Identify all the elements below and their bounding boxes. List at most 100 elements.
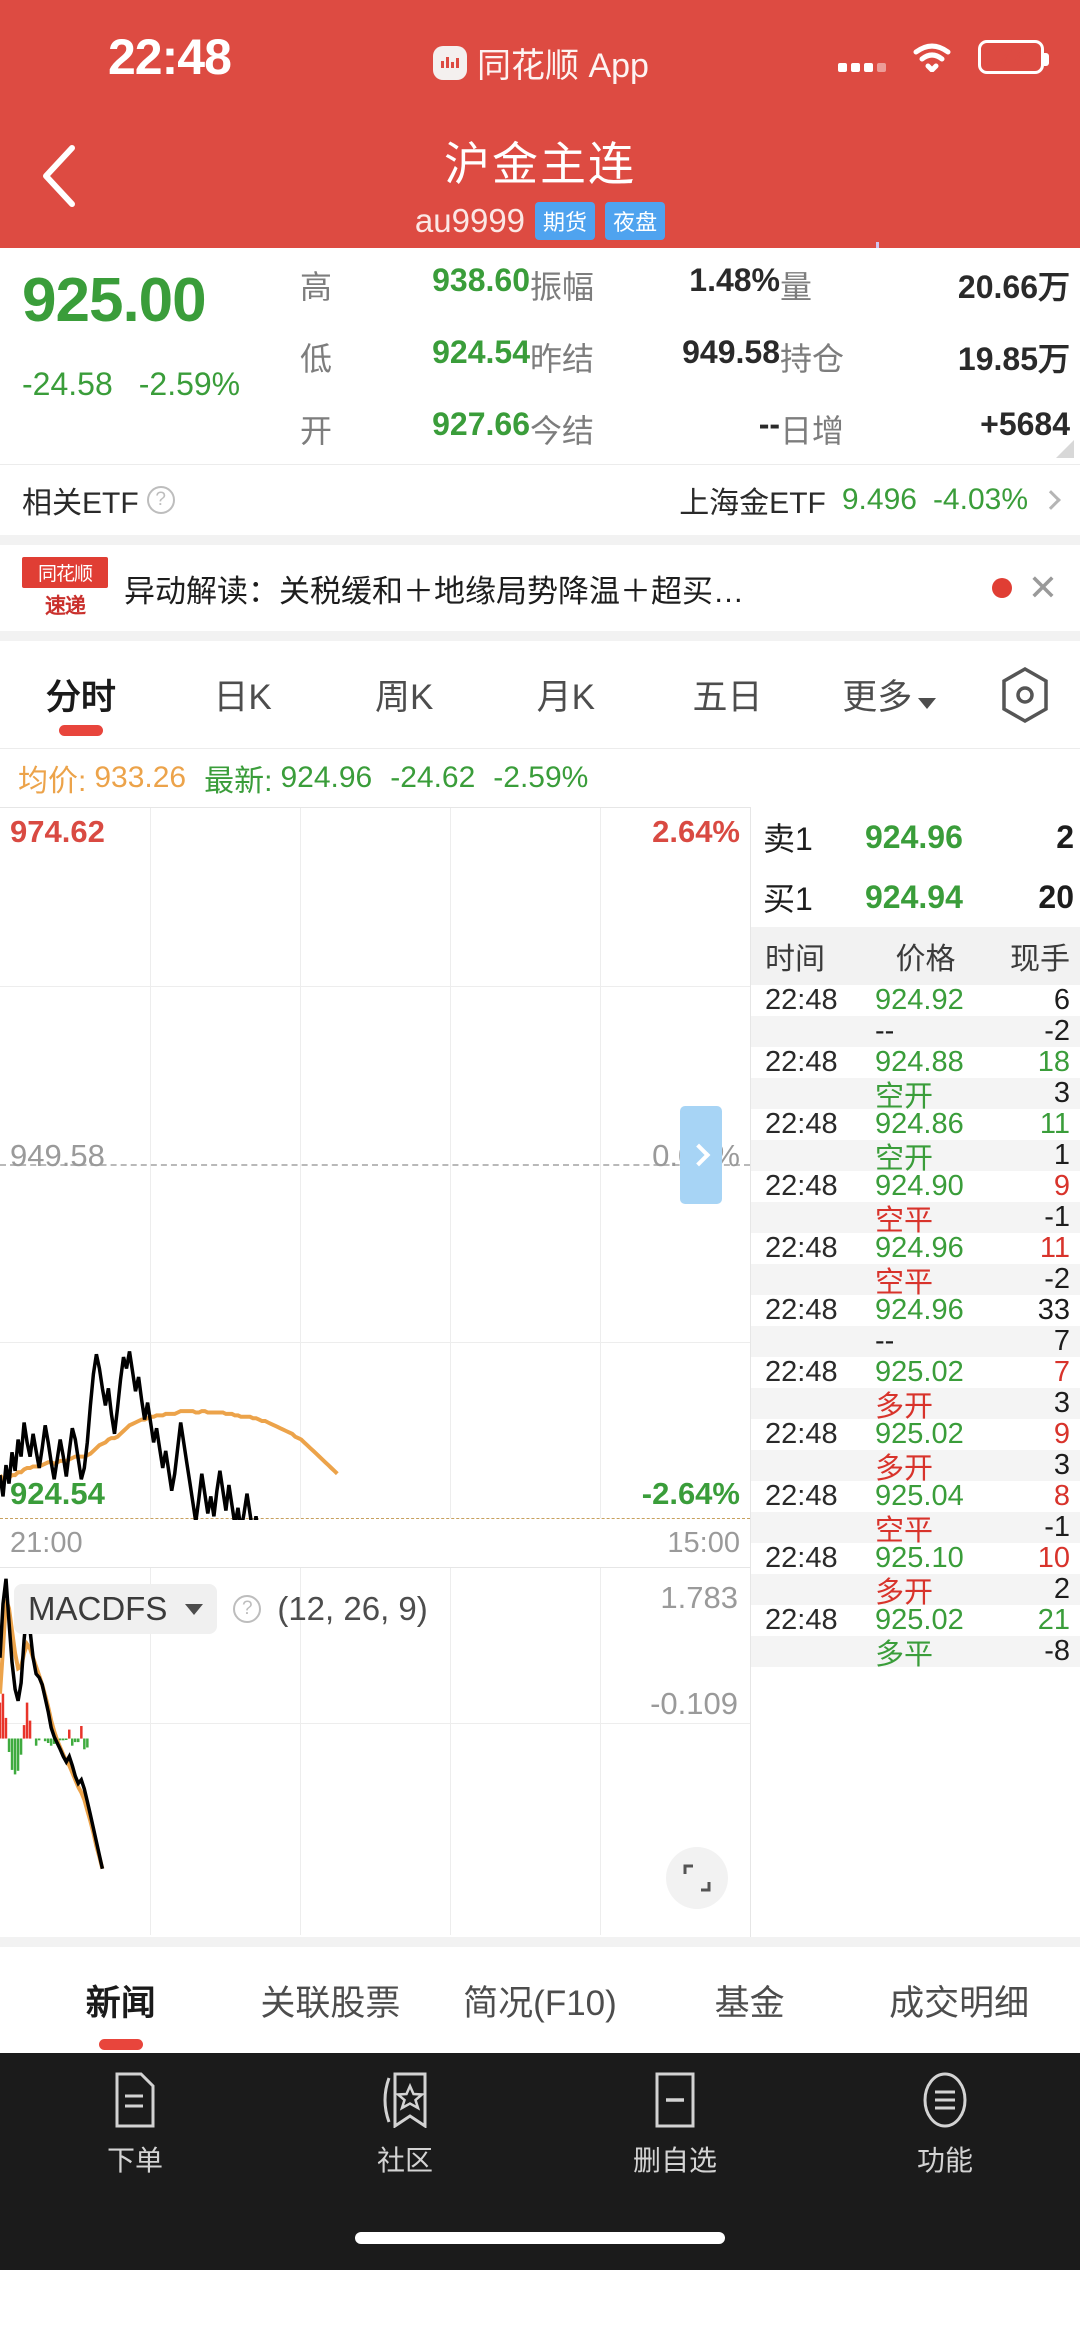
tick-time: 22:48: [765, 1108, 838, 1140]
tick-type: --: [875, 1015, 895, 1047]
macd-y-min: -0.109: [650, 1686, 738, 1721]
app-logo-icon: [433, 45, 467, 80]
tick-delta: -2: [1044, 1263, 1070, 1295]
news-headline[interactable]: 异动解读：关税缓和＋地缘局势降温＋超买…: [124, 573, 744, 609]
tick-price: 925.02: [875, 1604, 964, 1636]
tick-row[interactable]: 22:48 924.86 11: [751, 1108, 1080, 1140]
tab-five-day[interactable]: 五日: [692, 678, 763, 717]
tick-row-detail[interactable]: 多开 3: [751, 1387, 1080, 1423]
macd-chart[interactable]: MACDFS ? (12, 26, 9) 1.783 -0.109: [0, 1567, 750, 1935]
tick-delta: 2: [1053, 1573, 1070, 1605]
nav-item-community[interactable]: 社区: [270, 2053, 540, 2270]
tick-row-detail[interactable]: -- 7: [751, 1325, 1080, 1357]
tick-row[interactable]: 22:48 924.92 6: [751, 984, 1080, 1016]
tick-delta: 1: [1053, 1139, 1070, 1171]
label-settle: 今结: [530, 413, 595, 449]
tab-news[interactable]: 新闻: [16, 1975, 226, 2026]
wifi-icon: [913, 43, 951, 72]
tick-row-detail[interactable]: 多开 3: [751, 1449, 1080, 1485]
chevron-right-icon[interactable]: [1041, 490, 1061, 510]
tick-delta: 3: [1053, 1077, 1070, 1109]
tick-row-detail[interactable]: 空开 1: [751, 1139, 1080, 1175]
tick-price: 924.96: [875, 1232, 964, 1264]
tick-row[interactable]: 22:48 925.02 7: [751, 1356, 1080, 1388]
close-icon[interactable]: ✕: [1027, 567, 1058, 608]
tab-daily-k[interactable]: 日K: [213, 678, 272, 717]
tab-related-stocks[interactable]: 关联股票: [260, 1983, 401, 2023]
quote-col-amplitude-settle: 振幅 1.48% 昨结 949.58 今结 --: [530, 262, 780, 452]
tab-trade-detail[interactable]: 成交明细: [889, 1983, 1030, 2023]
macd-indicator-selector[interactable]: MACDFS: [14, 1584, 218, 1634]
tick-row-detail[interactable]: 空开 3: [751, 1077, 1080, 1113]
primary-quote: 925.00 -24.58 -2.59%: [0, 262, 300, 403]
tick-row-detail[interactable]: 空平 -1: [751, 1511, 1080, 1547]
chart-column: 974.62 2.64% 949.58 0.00% 924.54 -2.64% …: [0, 807, 750, 1937]
tick-table-body[interactable]: 22:48 924.92 6 -- -2 22:48 924.88 18 空开 3 22:48 924…: [751, 984, 1080, 1671]
tick-time: 22:48: [765, 1046, 838, 1078]
question-mark-icon[interactable]: ?: [146, 486, 175, 514]
tick-type: 多开: [875, 1390, 934, 1423]
tick-price: 925.02: [875, 1418, 964, 1450]
nav-item-order[interactable]: 下单: [0, 2053, 270, 2270]
chart-pct-min: -2.64%: [641, 1476, 740, 1511]
ask1-price: 924.96: [865, 818, 963, 855]
tab-weekly-k[interactable]: 周K: [375, 678, 434, 717]
latest-value: 924.96: [280, 761, 373, 794]
intraday-price-chart[interactable]: 974.62 2.64% 949.58 0.00% 924.54 -2.64%: [0, 807, 750, 1520]
tick-qty: 11: [1039, 1232, 1070, 1264]
tick-row[interactable]: 22:48 925.02 9: [751, 1418, 1080, 1450]
battery-icon: 77: [978, 40, 1049, 74]
news-banner[interactable]: 同花顺 速递 异动解读：关税缓和＋地缘局势降温＋超买… ✕: [0, 545, 1080, 641]
tab-intraday[interactable]: 分时: [0, 669, 162, 720]
expand-corner-icon[interactable]: [1056, 440, 1074, 458]
tick-row[interactable]: 22:48 924.96 11: [751, 1232, 1080, 1264]
question-mark-icon[interactable]: ?: [233, 1595, 262, 1623]
tick-row-detail[interactable]: 空平 -2: [751, 1263, 1080, 1299]
tick-row[interactable]: 22:48 924.96 33: [751, 1294, 1080, 1326]
nav-label-community: 社区: [376, 2145, 433, 2176]
tick-col-price: 价格: [895, 943, 956, 976]
tick-row-detail[interactable]: -- -2: [751, 1015, 1080, 1047]
price-change-pct: -2.59%: [138, 365, 241, 402]
tick-row-detail[interactable]: 多平 -8: [751, 1635, 1080, 1671]
tick-row[interactable]: 22:48 925.10 10: [751, 1542, 1080, 1574]
chart-y-min: 924.54: [10, 1476, 105, 1511]
tick-row-detail[interactable]: 多开 2: [751, 1573, 1080, 1609]
value-open: 927.66: [432, 406, 530, 442]
tick-type: 多开: [875, 1452, 934, 1485]
fullscreen-icon[interactable]: [666, 1847, 728, 1909]
title-block: 沪金主连 au9999 期货 夜盘: [0, 128, 1080, 240]
related-etf-row[interactable]: 相关ETF ? 上海金ETF 9.496 -4.03%: [0, 465, 1080, 545]
tick-delta: 7: [1053, 1325, 1070, 1357]
tick-row-detail[interactable]: 空平 -1: [751, 1201, 1080, 1237]
label-daily-increase: 日增: [780, 413, 845, 449]
tick-qty: 7: [1053, 1356, 1070, 1388]
related-etf-label: 相关ETF: [22, 487, 139, 520]
tab-more[interactable]: 更多: [808, 669, 970, 720]
label-amplitude: 振幅: [530, 269, 595, 305]
tab-monthly-k[interactable]: 月K: [536, 678, 596, 717]
nav-item-functions[interactable]: 功能: [810, 2053, 1080, 2270]
tick-price: 924.86: [875, 1108, 964, 1140]
price-change: -24.58: [22, 365, 113, 402]
label-prev-settle: 昨结: [530, 341, 595, 377]
tick-row[interactable]: 22:48 925.02 21: [751, 1604, 1080, 1636]
tick-delta: -8: [1044, 1635, 1070, 1667]
order-document-icon: [113, 2071, 157, 2129]
tick-time: 22:48: [765, 1294, 838, 1326]
orderbook-row-bid1[interactable]: 买1 924.94 20: [751, 867, 1080, 927]
tick-type: --: [875, 1325, 895, 1357]
tick-row[interactable]: 22:48 924.88 18: [751, 1046, 1080, 1078]
tick-row[interactable]: 22:48 925.04 8: [751, 1480, 1080, 1512]
orderbook-row-ask1[interactable]: 卖1 924.96 2: [751, 807, 1080, 867]
tab-fund[interactable]: 基金: [714, 1983, 785, 2023]
chart-y-max: 974.62: [10, 814, 105, 849]
nav-item-remove-watchlist[interactable]: 删自选: [540, 2053, 810, 2270]
chart-next-page-button[interactable]: [680, 1106, 722, 1204]
functions-menu-icon: [922, 2071, 968, 2129]
tick-row[interactable]: 22:48 924.90 9: [751, 1170, 1080, 1202]
tab-profile-f10[interactable]: 简况(F10): [463, 1983, 617, 2023]
time-axis-start: 21:00: [10, 1526, 83, 1559]
back-chevron-icon[interactable]: [38, 144, 80, 208]
settings-hexagon-icon[interactable]: [970, 666, 1080, 723]
